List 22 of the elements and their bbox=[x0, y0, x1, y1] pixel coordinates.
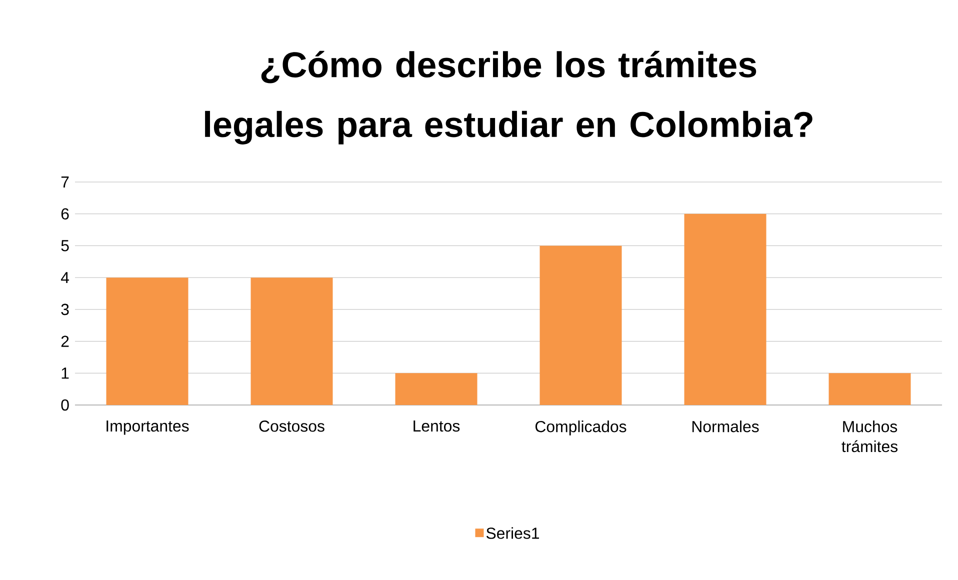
y-tick-label: 0 bbox=[61, 399, 69, 411]
x-tick-label: Muchos trámites bbox=[842, 420, 898, 452]
x-tick-label: Importantes bbox=[106, 420, 189, 435]
bar bbox=[250, 278, 333, 405]
y-tick-label: 2 bbox=[61, 336, 69, 347]
bar bbox=[540, 246, 622, 405]
y-tick-label: 3 bbox=[61, 304, 69, 316]
x-tick-label: Lentos bbox=[414, 420, 460, 432]
chart-title: ¿Cómo describe los trámites legales para estudiar en Colombia? bbox=[205, 50, 812, 144]
y-tick-label: 7 bbox=[61, 176, 69, 188]
y-tick-label: 6 bbox=[61, 208, 69, 220]
bar bbox=[828, 373, 911, 405]
y-tick-label: 4 bbox=[60, 272, 70, 284]
x-tick-label: Complicados bbox=[535, 420, 626, 436]
x-tick-label: Normales bbox=[692, 420, 759, 432]
bar bbox=[684, 214, 766, 405]
x-tick-label: Costosos bbox=[259, 420, 324, 432]
y-tick-label: 5 bbox=[61, 240, 69, 252]
bar bbox=[106, 278, 188, 405]
legend-label: Series1 bbox=[486, 527, 539, 539]
y-tick-label: 1 bbox=[62, 368, 69, 379]
bar bbox=[395, 373, 478, 405]
